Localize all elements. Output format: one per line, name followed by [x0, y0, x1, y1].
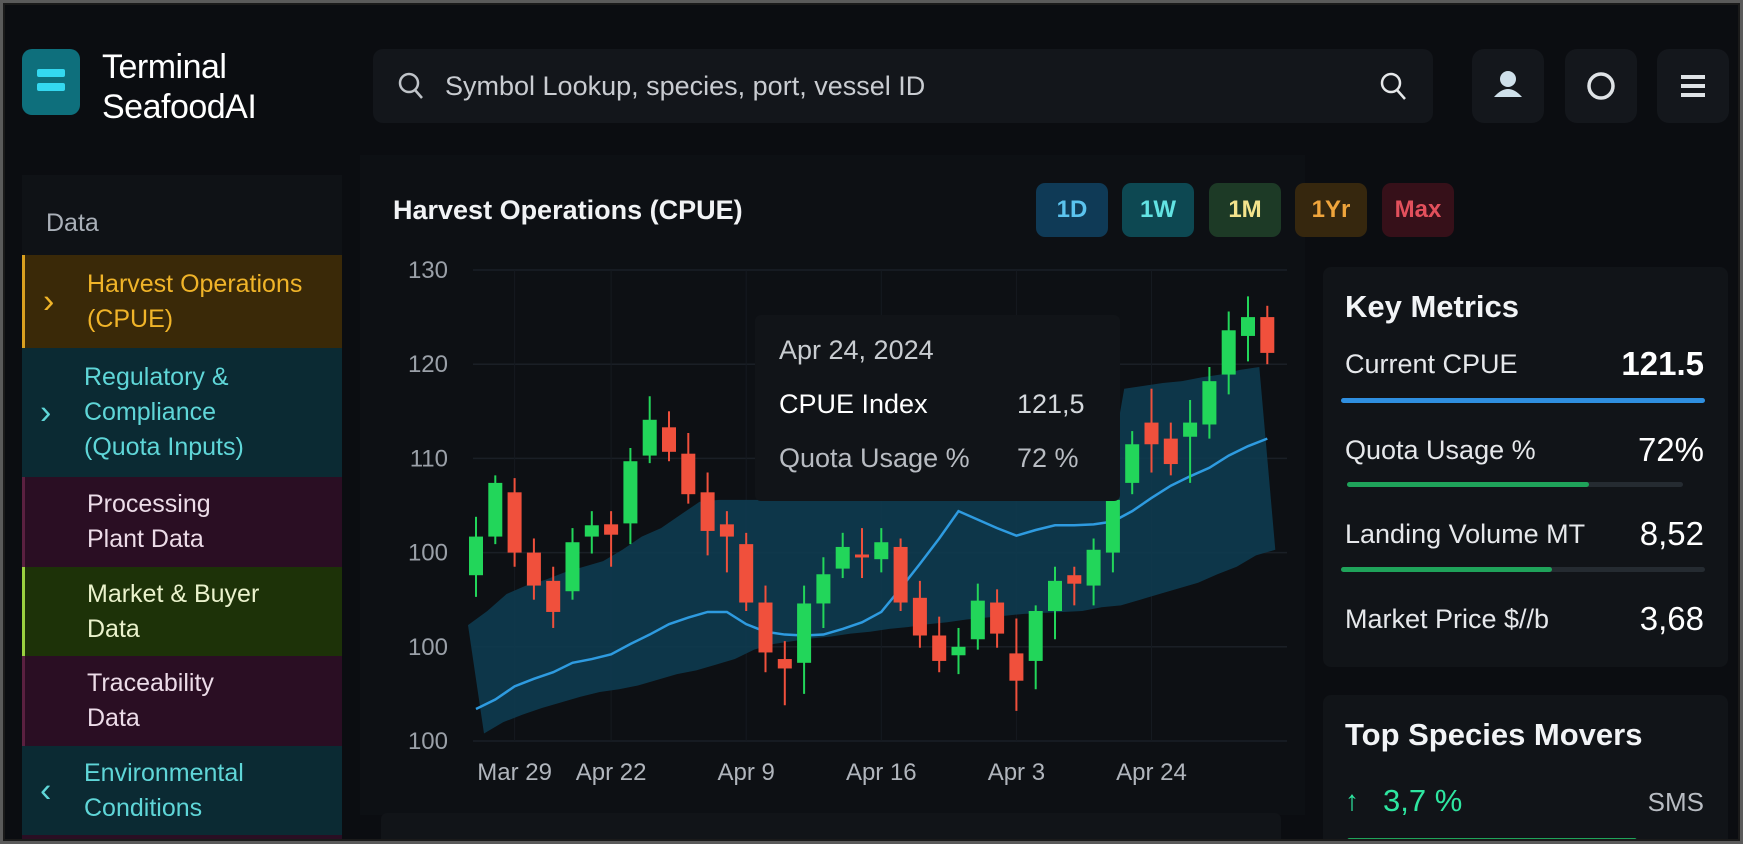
metric-label: Quota Usage %: [1345, 435, 1536, 465]
search-input[interactable]: Symbol Lookup, species, port, vessel ID: [373, 49, 1433, 123]
key-metrics-title: Key Metrics: [1345, 289, 1520, 324]
sidebar-item-processing-plant[interactable]: Processing Plant Data: [22, 477, 342, 567]
sidebar-item-harvest-operations[interactable]: › Harvest Operations (CPUE): [22, 255, 342, 348]
sidebar-item-label: (CPUE): [87, 304, 174, 333]
brand-line2: SeafoodAI: [102, 88, 257, 126]
species-mover-row[interactable]: ↑ 3,7 % SMS: [1345, 783, 1704, 823]
metric-label: Market Price $//b: [1345, 604, 1550, 634]
metric-value: 8,52: [1639, 515, 1704, 552]
metric-market-price: Market Price $//b 3,68: [1345, 600, 1704, 640]
app-window: Terminal SeafoodAI Symbol Lookup, specie…: [3, 3, 1740, 841]
sidebar-item-regulatory-compliance[interactable]: › Regulatory & Compliance (Quota Inputs): [22, 348, 342, 477]
menu-button[interactable]: [1657, 49, 1729, 123]
sidebar-item-label: Compliance: [84, 398, 217, 426]
bottom-card: [381, 813, 1281, 839]
hamburger-menu-icon: [1681, 75, 1705, 97]
search-submit-icon[interactable]: [1379, 71, 1409, 103]
metric-value: 3,68: [1639, 600, 1704, 637]
sidebar-item-label: Market & Buyer: [87, 579, 260, 608]
sidebar-item-label: Conditions: [84, 793, 203, 822]
user-icon: [1494, 71, 1522, 97]
metric-quota-usage: Quota Usage % 72%: [1345, 431, 1704, 471]
search-icon: [398, 72, 423, 99]
page-title: Harvest Operations (CPUE): [393, 195, 743, 225]
species-bar: [1347, 838, 1637, 839]
sidebar-item-environmental[interactable]: ‹ Environmental Conditions: [22, 746, 342, 835]
chevron-right-icon: ›: [43, 282, 55, 320]
top-species-title: Top Species Movers: [1345, 717, 1643, 752]
metric-bar: [1341, 567, 1705, 572]
sidebar-item-label: Data: [87, 704, 140, 732]
tooltip-date: Apr 24, 2024: [779, 335, 934, 365]
metric-current-cpue: Current CPUE 121.5: [1345, 345, 1704, 385]
chart-tooltip: Apr 24, 2024 CPUE Index 121,5 Quota Usag…: [755, 315, 1120, 501]
sidebar: Data › Harvest Operations (CPUE) › Regul…: [22, 175, 342, 839]
sidebar-item-label: Data: [87, 614, 140, 643]
key-metrics-card: Key Metrics Current CPUE 121.5 Quota Usa…: [1323, 267, 1728, 667]
sidebar-item-traceability[interactable]: Traceability Data: [22, 656, 342, 746]
arrow-up-icon: ↑: [1345, 785, 1359, 816]
sidebar-item-label: Traceability: [87, 669, 214, 697]
sidebar-item-market-buyer[interactable]: Market & Buyer Data: [22, 567, 342, 656]
status-button[interactable]: [1565, 49, 1637, 123]
sidebar-item-label: Harvest Operations: [87, 269, 303, 298]
sidebar-item-label: Regulatory &: [84, 363, 229, 391]
sidebar-item-label: Environmental: [84, 758, 244, 787]
metric-bar: [1341, 398, 1705, 403]
sidebar-item-label: Plant Data: [87, 525, 204, 553]
user-button[interactable]: [1472, 49, 1544, 123]
range-1w-button[interactable]: 1W: [1122, 183, 1194, 237]
logo-menu-icon[interactable]: [22, 49, 80, 115]
metric-value: 72%: [1637, 431, 1704, 468]
sidebar-item-label: (Quota Inputs): [84, 433, 244, 461]
metric-bar: [1347, 482, 1683, 487]
chevron-left-icon: ‹: [40, 771, 52, 809]
species-symbol: SMS: [1647, 787, 1704, 817]
tooltip-row2-value: 72 %: [1017, 443, 1079, 473]
brand-line1: Terminal: [102, 48, 227, 86]
range-max-button[interactable]: Max: [1382, 183, 1454, 237]
tooltip-row2-label: Quota Usage %: [779, 443, 970, 473]
range-1y-button[interactable]: 1Yr: [1295, 183, 1367, 237]
metric-label: Landing Volume MT: [1345, 519, 1586, 549]
metric-label: Current CPUE: [1345, 349, 1518, 379]
chevron-right-icon: ›: [40, 393, 52, 431]
sidebar-header: Data: [46, 209, 99, 237]
sidebar-item-label: Processing: [87, 490, 211, 518]
tooltip-row1-value: 121,5: [1017, 389, 1085, 419]
metric-landing-volume: Landing Volume MT 8,52: [1345, 515, 1704, 555]
sidebar-item-partial[interactable]: [22, 835, 342, 839]
brand-title: Terminal SeafoodAI: [102, 47, 257, 127]
search-placeholder: Symbol Lookup, species, port, vessel ID: [445, 71, 926, 101]
range-1d-button[interactable]: 1D: [1036, 183, 1108, 237]
species-change: 3,7 %: [1383, 783, 1463, 818]
top-species-movers-card: Top Species Movers ↑ 3,7 % SMS: [1323, 695, 1728, 839]
range-1m-button[interactable]: 1M: [1209, 183, 1281, 237]
circle-icon: [1587, 72, 1615, 100]
tooltip-row1-label: CPUE Index: [779, 389, 928, 419]
metric-value: 121.5: [1621, 345, 1704, 382]
